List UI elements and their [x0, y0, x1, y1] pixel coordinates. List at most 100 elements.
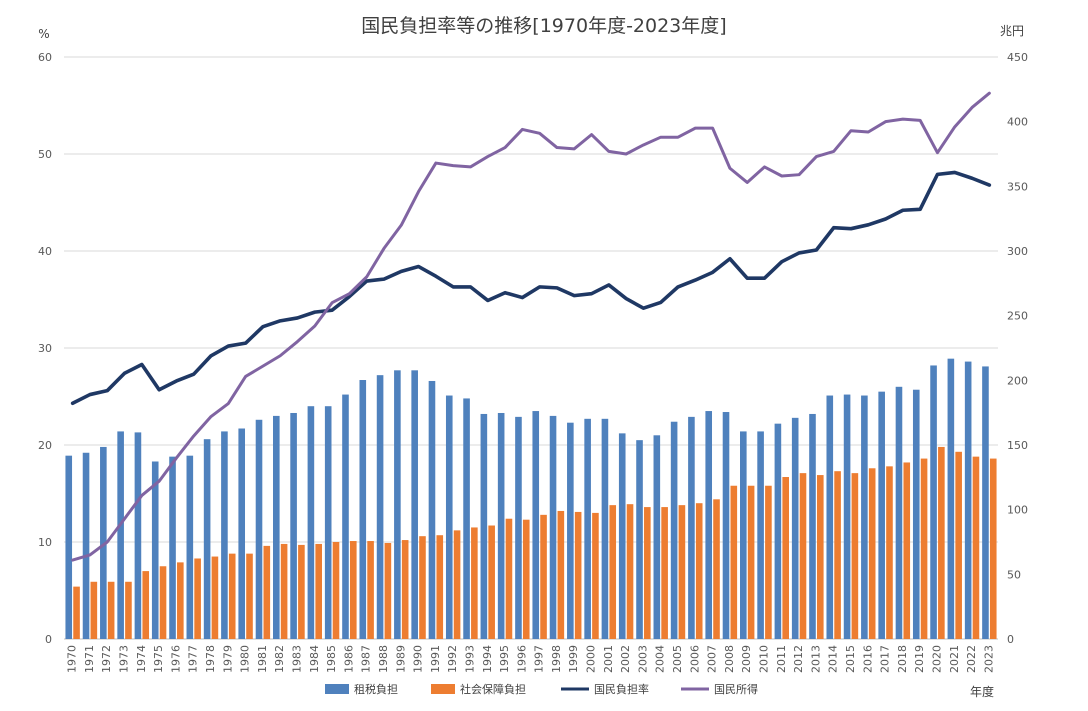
- tax-burden-bar: [290, 412, 297, 639]
- social-security-bar: [886, 466, 893, 639]
- x-tick-label: 1978: [204, 645, 217, 673]
- social-security-bar: [955, 451, 962, 639]
- tax-burden-bar: [428, 380, 436, 639]
- x-tick-label: 2007: [706, 645, 719, 673]
- x-tick-label: 1996: [515, 645, 528, 673]
- legend-swatch: [325, 684, 349, 694]
- tax-burden-bar: [376, 375, 384, 639]
- x-tick-label: 1992: [446, 645, 459, 673]
- social-security-bar: [315, 543, 322, 639]
- bar-series-group: [65, 358, 997, 639]
- left-tick-label: 10: [38, 536, 52, 549]
- x-tick-label: 2014: [827, 645, 840, 673]
- social-security-bar: [574, 511, 582, 639]
- x-tick-label: 2009: [740, 645, 753, 673]
- tax-burden-bar: [65, 455, 73, 639]
- social-security-bar: [834, 471, 841, 639]
- left-tick-label: 60: [38, 51, 52, 64]
- x-tick-label: 1976: [169, 645, 182, 673]
- social-security-bar: [678, 505, 686, 639]
- social-security-bar: [713, 499, 720, 639]
- social-security-bar: [298, 544, 305, 639]
- tax-burden-bar: [342, 394, 349, 639]
- legend-item: 国民負担率: [561, 682, 649, 696]
- social-security-bar: [799, 473, 807, 639]
- left-axis-ticks: 0 10 20 30 40 50 60: [38, 51, 52, 646]
- x-tick-label: 1990: [412, 645, 425, 673]
- social-security-bar: [211, 556, 219, 639]
- tax-burden-bar: [117, 431, 124, 639]
- legend-item: 社会保障負担: [431, 682, 526, 696]
- legend-swatch: [431, 684, 455, 694]
- right-tick-label: 0: [1007, 633, 1014, 646]
- tax-burden-bar: [445, 395, 453, 639]
- x-tick-label: 1983: [291, 645, 304, 673]
- social-security-bar: [367, 541, 374, 639]
- left-tick-label: 50: [38, 148, 52, 161]
- x-tick-label: 1973: [118, 645, 131, 673]
- social-security-bar: [73, 586, 80, 639]
- tax-burden-bar: [324, 406, 332, 639]
- x-tick-label: 2019: [913, 645, 926, 673]
- tax-burden-bar: [273, 415, 280, 639]
- legend-label: 租税負担: [354, 682, 398, 696]
- social-security-bar: [765, 485, 772, 639]
- national-income-line: [71, 91, 991, 562]
- x-tick-label: 1970: [66, 645, 79, 673]
- x-tick-label: 1977: [187, 645, 200, 673]
- x-tick-label: 2000: [585, 645, 598, 673]
- social-security-bar: [194, 558, 201, 639]
- social-security-bar: [436, 535, 444, 639]
- social-security-bar: [816, 475, 824, 639]
- tax-burden-bar: [982, 366, 989, 639]
- social-security-bar: [730, 485, 738, 639]
- x-tick-label: 1987: [360, 645, 373, 673]
- social-security-bar: [280, 543, 288, 639]
- x-tick-label: 2011: [775, 645, 788, 673]
- tax-burden-bar: [151, 461, 159, 639]
- x-tick-label: 2003: [636, 645, 649, 673]
- x-axis-unit: 年度: [970, 684, 994, 699]
- social-security-bar: [263, 545, 271, 639]
- social-security-bar: [349, 541, 357, 639]
- social-security-bar: [419, 536, 426, 639]
- tax-burden-bar: [947, 358, 955, 639]
- x-tick-label: 1972: [100, 645, 113, 673]
- tax-burden-bar: [688, 416, 695, 639]
- tax-burden-bar: [463, 398, 470, 639]
- x-tick-label: 1986: [342, 645, 355, 673]
- right-tick-label: 350: [1007, 180, 1028, 193]
- x-tick-label: 2023: [982, 645, 995, 673]
- grid-lines: [64, 56, 998, 640]
- x-tick-label: 2005: [671, 645, 684, 673]
- tax-burden-bar: [618, 433, 626, 639]
- tax-burden-bar: [670, 421, 678, 639]
- legend: 租税負担 社会保障負担 国民負担率 国民所得: [325, 682, 758, 696]
- x-tick-label: 1980: [239, 645, 252, 673]
- x-tick-label: 1982: [273, 645, 286, 673]
- x-tick-label: 2020: [930, 645, 943, 673]
- legend-label: 社会保障負担: [460, 682, 526, 696]
- tax-burden-bar: [549, 415, 557, 639]
- x-tick-label: 1984: [308, 645, 321, 673]
- legend-item: 国民所得: [681, 683, 758, 696]
- legend-label: 国民所得: [714, 683, 758, 696]
- x-tick-label: 1971: [83, 645, 96, 673]
- tax-burden-bar: [515, 416, 522, 639]
- right-tick-label: 450: [1007, 51, 1028, 64]
- tax-burden-bar: [895, 386, 903, 639]
- right-tick-label: 200: [1007, 374, 1028, 387]
- left-tick-label: 0: [45, 633, 52, 646]
- tax-burden-bar: [601, 418, 609, 639]
- tax-burden-bar: [774, 423, 782, 639]
- right-tick-label: 50: [1007, 568, 1021, 581]
- social-security-bar: [90, 581, 98, 639]
- x-tick-label: 1981: [256, 645, 269, 673]
- x-tick-label: 2022: [965, 645, 978, 673]
- tax-burden-bar: [930, 365, 937, 639]
- tax-burden-bar: [826, 395, 834, 639]
- tax-burden-bar: [532, 411, 540, 639]
- x-tick-label: 2001: [602, 645, 615, 673]
